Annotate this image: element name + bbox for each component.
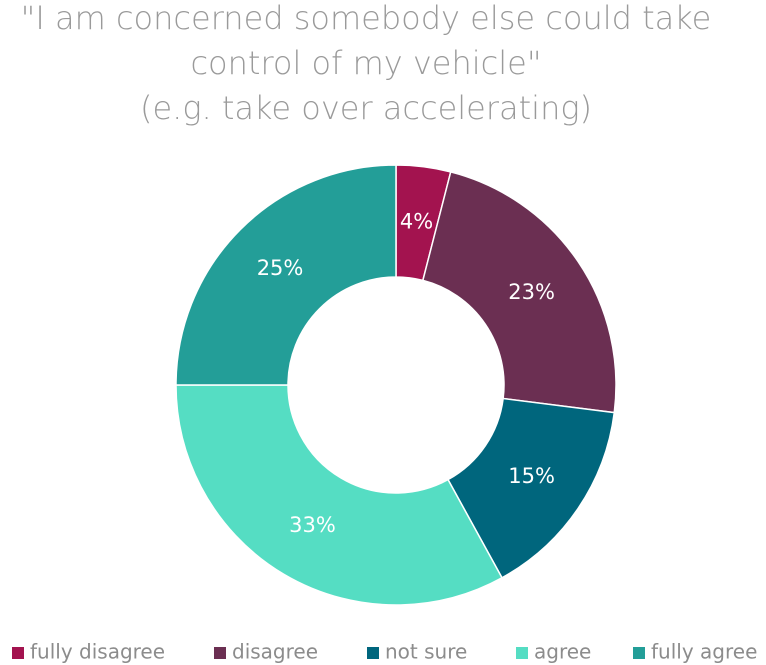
legend-swatch xyxy=(214,647,226,659)
slice xyxy=(175,384,504,606)
data-label: 4% xyxy=(400,209,433,233)
chart-title: "I am concerned somebody else could take xyxy=(21,0,712,37)
legend-label: fully disagree xyxy=(30,640,165,664)
data-label: 25% xyxy=(257,256,304,280)
legend-swatch xyxy=(367,647,379,659)
legend-swatch xyxy=(633,647,645,659)
slice xyxy=(175,164,397,386)
slice xyxy=(447,397,616,579)
data-label: 23% xyxy=(508,280,555,304)
legend-label: not sure xyxy=(385,640,467,664)
legend-label: fully agree xyxy=(651,640,757,664)
data-label: 33% xyxy=(289,513,336,537)
legend-swatch xyxy=(12,647,24,659)
chart-title: (e.g. take over accelerating) xyxy=(140,89,592,127)
legend-swatch xyxy=(516,647,528,659)
slice xyxy=(421,170,617,414)
chart-title: control of my vehicle" xyxy=(190,44,541,82)
legend-label: disagree xyxy=(232,640,318,664)
legend-label: agree xyxy=(534,640,591,664)
data-label: 15% xyxy=(508,464,555,488)
